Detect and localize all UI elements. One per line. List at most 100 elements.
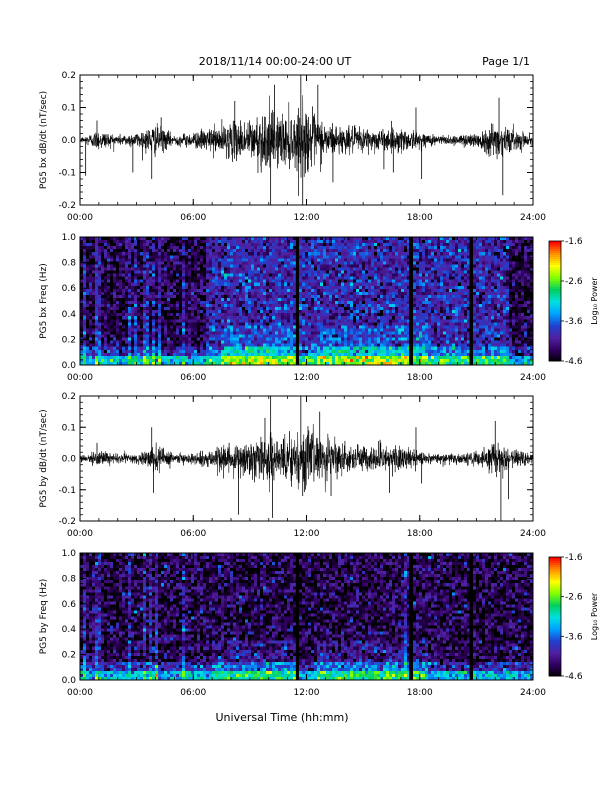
colorbar-step xyxy=(549,634,561,637)
colorbar-step xyxy=(549,608,561,612)
spectrogram-panel-1: 00:00 06:00 12:00 18:00 24:00 1.0 0.8 0.6 0.4 0.2… xyxy=(39,233,546,383)
x-tick-label: 06:00 xyxy=(180,529,206,539)
colorbar-step xyxy=(549,245,561,248)
colorbar-step xyxy=(549,586,561,590)
y-axis-label: PG5 bx dB/dt (nT/sec) xyxy=(39,91,49,189)
y-tick-label: -0.2 xyxy=(58,201,76,211)
x-tick-label: 00:00 xyxy=(67,529,93,539)
x-tick-label: 12:00 xyxy=(294,373,320,383)
colorbar-step xyxy=(549,600,561,604)
colorbar-step xyxy=(549,644,561,647)
colorbar-tick-label: -1.6 xyxy=(565,553,583,563)
colorbar-step xyxy=(549,323,561,326)
colorbar-step xyxy=(549,319,561,322)
data-gap xyxy=(409,237,412,365)
y-tick-label: 0.4 xyxy=(62,310,77,320)
colorbar-step xyxy=(549,297,561,300)
colorbar-step xyxy=(549,588,561,592)
colorbar-step xyxy=(549,574,561,578)
y-tick-label: 0.0 xyxy=(62,136,77,146)
colorbar-step xyxy=(549,618,561,621)
colorbar-step xyxy=(549,582,561,586)
colorbar-step xyxy=(549,321,561,324)
colorbar-step xyxy=(549,660,561,663)
panels: 00:00 06:00 12:00 18:00 24:00 0.2 0.1 0.0 -0.1 -0… xyxy=(39,71,599,698)
colorbar-step xyxy=(549,630,561,633)
colorbar-tick-label: -2.6 xyxy=(565,277,583,287)
y-tick-label: 0.2 xyxy=(62,71,76,81)
y-tick-label: 1.0 xyxy=(62,549,77,559)
colorbar-step xyxy=(549,656,561,659)
spectrogram-cells xyxy=(80,237,534,366)
y-tick-label: 0.2 xyxy=(62,392,76,402)
colorbar-tick-label: -1.6 xyxy=(565,237,583,247)
colorbar-step xyxy=(549,560,561,564)
colorbar-step xyxy=(549,343,561,346)
colorbar-step xyxy=(549,303,561,306)
colorbar-step xyxy=(549,261,561,264)
colorbar-step xyxy=(549,249,561,252)
colorbar-tick-label: -3.6 xyxy=(565,317,583,327)
colorbar-step xyxy=(549,301,561,304)
colorbar-step xyxy=(549,299,561,302)
colorbar-step xyxy=(549,584,561,588)
x-tick-label: 18:00 xyxy=(407,373,433,383)
colorbar-step xyxy=(549,604,561,608)
colorbar-step xyxy=(549,267,561,270)
colorbar-step xyxy=(549,636,561,639)
colorbar-tick-label: -3.6 xyxy=(565,632,583,642)
x-tick-label: 12:00 xyxy=(294,688,320,698)
colorbar-step xyxy=(549,638,561,641)
colorbar-step xyxy=(549,325,561,328)
colorbar-step xyxy=(549,295,561,298)
colorbar-step xyxy=(549,557,561,560)
colorbar-step xyxy=(549,564,561,568)
page-number: Page 1/1 xyxy=(482,55,530,68)
colorbar-step xyxy=(549,562,561,566)
y-axis-label: PG5 by Freq (Hz) xyxy=(39,579,49,655)
colorbar-step xyxy=(549,640,561,643)
x-axis-label: Universal Time (hh:mm) xyxy=(216,711,349,724)
colorbar-step xyxy=(549,345,561,348)
timeseries-panel-0: 00:00 06:00 12:00 18:00 24:00 0.2 0.1 0.0 -0.1 -0… xyxy=(39,71,546,223)
colorbar-step xyxy=(549,335,561,338)
colorbar-step xyxy=(549,347,561,350)
y-tick-label: 0.4 xyxy=(62,625,77,635)
y-tick-label: -0.2 xyxy=(58,517,76,527)
colorbar-step xyxy=(549,311,561,314)
x-tick-label: 18:00 xyxy=(407,688,433,698)
spectrogram-panel-3: 00:00 06:00 12:00 18:00 24:00 1.0 0.8 0.6 0.4 0.2… xyxy=(39,549,546,698)
colorbar-step xyxy=(549,349,561,352)
x-tick-label: 18:00 xyxy=(407,213,433,223)
colorbar-step xyxy=(549,674,561,677)
colorbar-step xyxy=(549,658,561,661)
colorbar-step xyxy=(549,566,561,570)
colorbar-step xyxy=(549,628,561,631)
colorbar-step xyxy=(549,622,561,625)
colorbar-step xyxy=(549,269,561,272)
x-tick-label: 06:00 xyxy=(180,213,206,223)
data-gap xyxy=(469,553,472,680)
y-tick-label: 0.8 xyxy=(62,574,77,584)
colorbar-step xyxy=(549,626,561,629)
y-tick-label: 0.2 xyxy=(62,335,76,345)
x-tick-label: 12:00 xyxy=(294,529,320,539)
data-gap xyxy=(295,237,299,365)
colorbar-step xyxy=(549,670,561,673)
colorbar-step xyxy=(549,624,561,627)
y-tick-label: 0.0 xyxy=(62,361,77,371)
colorbar-step xyxy=(549,253,561,256)
signal-trace xyxy=(79,424,534,493)
colorbar-step xyxy=(549,317,561,320)
colorbar-step xyxy=(549,247,561,250)
timeseries-panel-2: 00:00 06:00 12:00 18:00 24:00 0.2 0.1 0.0 -0.1 -0… xyxy=(39,392,546,539)
colorbar-step xyxy=(549,672,561,675)
colorbar-step xyxy=(549,333,561,336)
colorbar-step xyxy=(549,652,561,655)
x-tick-label: 06:00 xyxy=(180,688,206,698)
x-tick-label: 24:00 xyxy=(520,373,546,383)
x-tick-label: 00:00 xyxy=(67,688,93,698)
x-tick-label: 12:00 xyxy=(294,213,320,223)
colorbar-step xyxy=(549,576,561,580)
